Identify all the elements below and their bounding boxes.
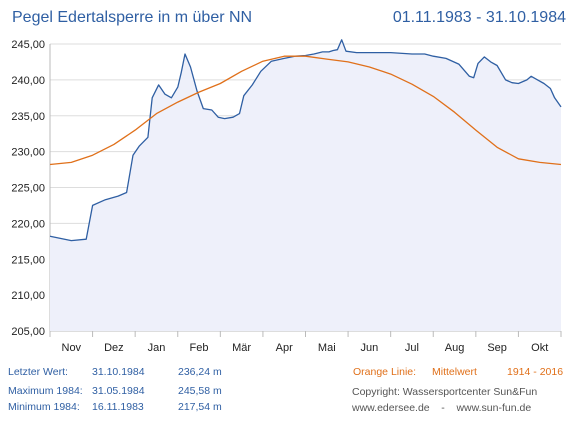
x-tick-label: Mär: [232, 342, 251, 354]
x-tick-label: Jun: [361, 342, 379, 354]
level-area-fill: [50, 39, 561, 332]
level-chart: 205,00 210,00 215,00 220,00 225,00 230,00 235,…: [11, 39, 562, 354]
y-tick-label: 230,00: [11, 147, 45, 159]
stat-last-date: 31.10.1984: [92, 366, 145, 378]
mean-series-line: [49, 55, 562, 166]
stat-max-date: 31.05.1984: [92, 385, 145, 397]
stat-max-label: Maximum 1984:: [8, 385, 83, 397]
x-tick-label: Dez: [104, 342, 124, 354]
x-tick-label: Apr: [276, 342, 293, 354]
y-tick-label: 205,00: [11, 326, 45, 338]
copyright-text: Copyright: Wassersportcenter Sun&Fun: [352, 386, 538, 398]
y-tick-label: 235,00: [11, 111, 45, 123]
y-tick-label: 225,00: [11, 183, 45, 195]
y-tick-label: 210,00: [11, 290, 45, 302]
stat-min-date: 16.11.1983: [92, 401, 144, 413]
x-tick-label: Aug: [445, 342, 465, 354]
stat-min-value: 217,54 m: [178, 401, 222, 413]
legend-orange-range: 1914 - 2016: [507, 366, 564, 378]
y-tick-label: 245,00: [11, 39, 45, 51]
x-tick-label: Mai: [318, 342, 336, 354]
website-links: www.edersee.de - www.sun-fun.de: [352, 402, 532, 414]
legend-orange-text: Mittelwert: [432, 366, 477, 378]
y-tick-label: 220,00: [11, 218, 45, 230]
legend-orange-label: Orange Linie:: [353, 366, 417, 378]
x-tick-label: Feb: [190, 342, 209, 354]
stat-last-label: Letzter Wert:: [8, 366, 68, 378]
stat-last-value: 236,24 m: [178, 366, 222, 378]
y-tick-label: 215,00: [11, 254, 45, 266]
chart-title: Pegel Edertalsperre in m über NN: [12, 9, 253, 26]
x-tick-label: Jul: [405, 342, 419, 354]
x-tick-label: Jan: [148, 342, 166, 354]
y-tick-label: 240,00: [11, 75, 45, 87]
chart-period: 01.11.1983 - 31.10.1984: [392, 9, 566, 26]
x-tick-label: Okt: [531, 342, 548, 354]
stat-min-label: Minimum 1984:: [8, 401, 80, 413]
x-tick-label: Nov: [62, 342, 82, 354]
stat-max-value: 245,58 m: [178, 385, 222, 397]
level-series-line: [49, 39, 562, 242]
x-tick-label: Sep: [487, 342, 507, 354]
